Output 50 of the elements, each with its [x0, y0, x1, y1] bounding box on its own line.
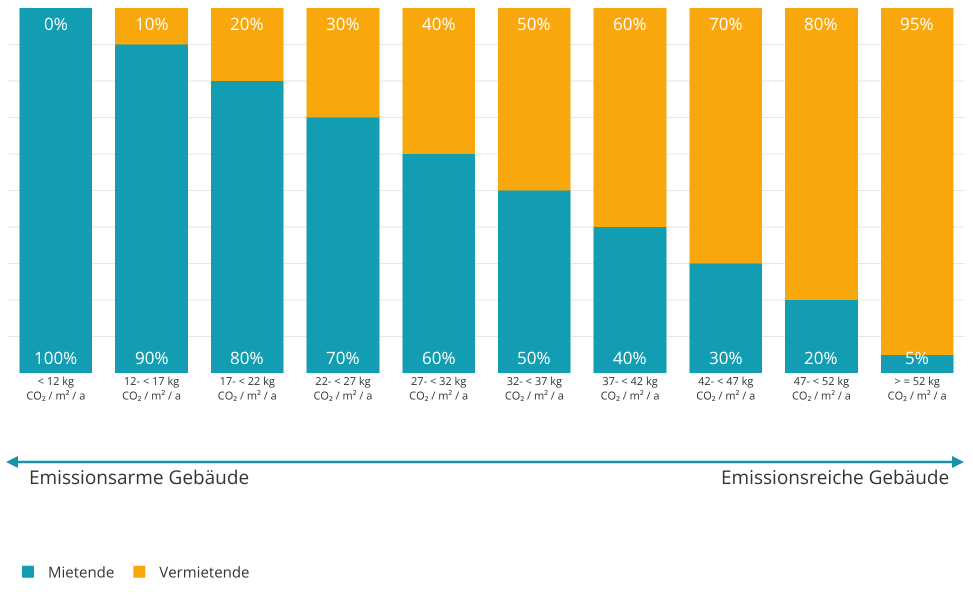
data-label: 70% — [709, 12, 742, 35]
x-tick-label: 27- < 32 kg CO₂ / m² / a — [409, 374, 468, 404]
bar — [498, 190, 571, 373]
data-label: 20% — [230, 12, 264, 35]
bar — [689, 8, 762, 264]
bar — [594, 8, 666, 227]
x-tick-label: 42- < 47 kg CO₂ / m² / a — [696, 374, 756, 404]
bar — [306, 118, 380, 373]
bar — [115, 8, 188, 44]
bar — [19, 8, 92, 373]
x-tick-label: 32- < 37 kg CO₂ / m² / a — [504, 374, 564, 404]
bar — [210, 81, 284, 373]
data-label: 10% — [135, 12, 168, 35]
bar — [498, 8, 571, 190]
data-label: 0% — [44, 12, 68, 35]
x-tick-label: 22- < 27 kg CO₂ / m² / a — [313, 374, 372, 404]
data-label: 60% — [422, 346, 456, 369]
data-label: 40% — [613, 346, 646, 369]
data-label: 30% — [326, 12, 360, 35]
bar — [306, 8, 380, 118]
data-label: 100% — [34, 346, 78, 369]
data-label: 40% — [422, 12, 456, 35]
bar — [402, 8, 476, 154]
data-label: 95% — [900, 12, 934, 35]
bar — [689, 264, 762, 373]
data-label: 60% — [613, 12, 646, 35]
text: Emissionsreiche Gebäude — [721, 464, 950, 490]
bar — [785, 8, 858, 300]
legend-label: Mietende — [48, 562, 114, 583]
bar — [785, 300, 858, 373]
data-label: 50% — [517, 346, 550, 369]
x-tick-label: 37- < 42 kg CO₂ / m² / a — [600, 374, 660, 404]
data-label: 50% — [517, 12, 550, 35]
x-tick-label: 12- < 17 kg CO₂ / m² / a — [122, 374, 182, 404]
data-label: 80% — [804, 12, 838, 35]
data-label: 90% — [135, 346, 168, 369]
data-label: 20% — [804, 346, 838, 369]
data-label: 30% — [709, 346, 742, 369]
bar — [402, 154, 476, 373]
legend-label: Vermietende — [159, 562, 250, 583]
x-tick-label: < 12 kg CO₂ / m² / a — [26, 374, 86, 404]
text: Emissionsarme Gebäude — [29, 464, 250, 490]
bar — [210, 8, 284, 81]
data-label: 70% — [326, 346, 360, 369]
x-tick-label: 47- < 52 kg CO₂ / m² / a — [792, 374, 851, 404]
x-tick-label: > = 52 kg CO₂ / m² / a — [888, 374, 947, 404]
bar — [115, 44, 188, 373]
bar — [594, 227, 666, 373]
data-label: 80% — [230, 346, 264, 369]
x-tick-label: 17- < 22 kg CO₂ / m² / a — [218, 374, 277, 404]
